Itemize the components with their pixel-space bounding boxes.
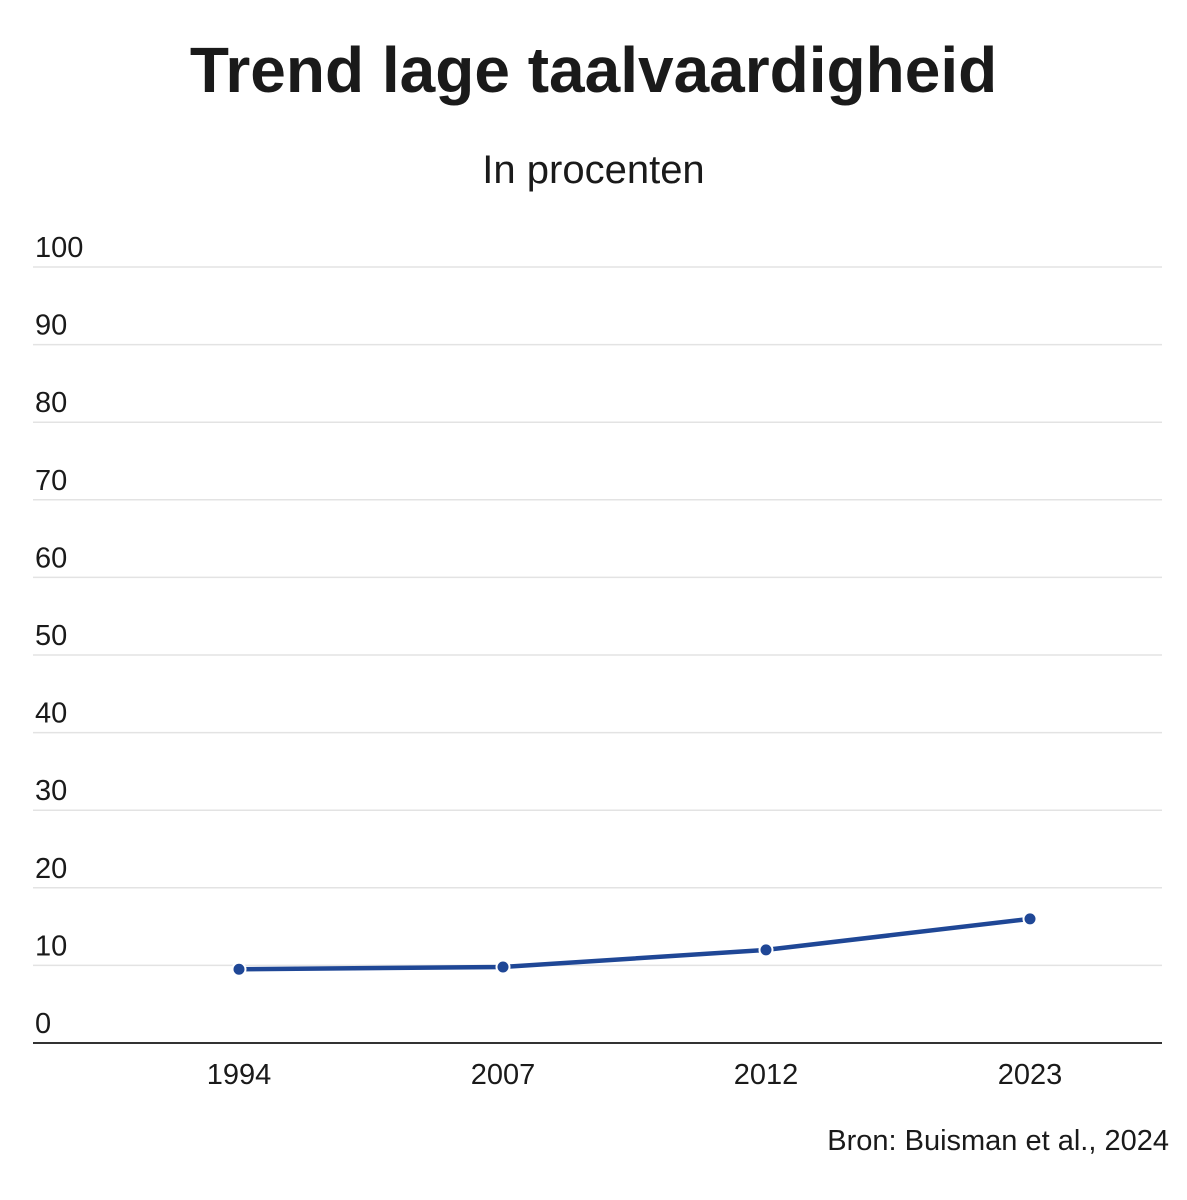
y-tick-label: 0 [35,1008,51,1040]
data-point [495,959,511,975]
y-tick-label: 80 [35,387,67,419]
y-tick-label: 90 [35,310,67,342]
y-tick-label: 10 [35,930,67,962]
y-tick-label: 100 [35,232,83,264]
x-tick-label: 2023 [998,1059,1063,1091]
y-tick-label: 30 [35,775,67,807]
series-layer [231,911,1038,977]
y-axis-ticks: 0 10 20 30 40 50 60 70 80 90 100 [35,232,83,1040]
x-tick-label: 2012 [734,1059,799,1091]
gridlines [33,266,1162,1044]
chart-title: Trend lage taalvaardigheid [189,34,998,106]
data-point [231,961,247,977]
x-tick-label: 2007 [471,1059,536,1091]
y-tick-label: 50 [35,620,67,652]
chart-subtitle: In procenten [482,148,705,192]
y-tick-label: 40 [35,698,67,730]
y-tick-label: 20 [35,853,67,885]
y-tick-label: 70 [35,465,67,497]
source-note: Bron: Buisman et al., 2024 [827,1125,1169,1157]
data-point [758,942,774,958]
y-tick-label: 60 [35,542,67,574]
series-line [236,916,1033,972]
data-point [1022,911,1038,927]
x-tick-label: 1994 [207,1059,272,1091]
x-axis-ticks: 1994 2007 2012 2023 [207,1059,1063,1091]
